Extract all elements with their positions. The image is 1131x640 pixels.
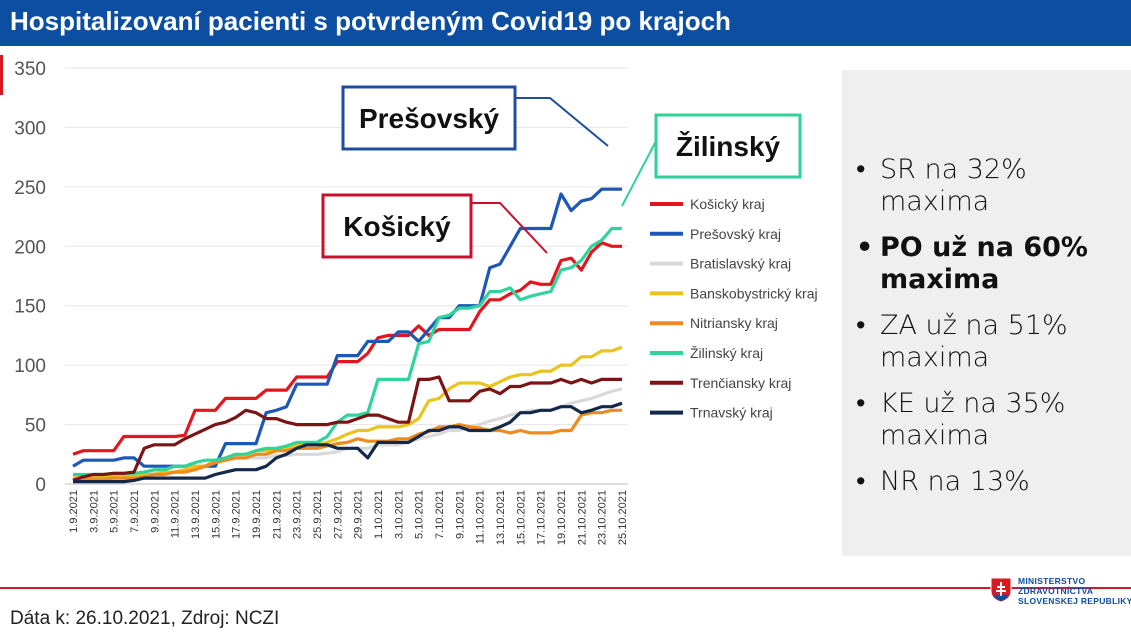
x-tick-label: 11.10.2021 [475,490,487,544]
x-tick-label: 9.10.2021 [454,490,466,539]
summary-bullet: •PO už na 60% maxima [856,232,1126,296]
x-tick-label: 15.9.2021 [210,490,222,539]
x-tick-label: 19.9.2021 [251,490,263,539]
y-tick-label: 250 [14,178,46,199]
x-tick-label: 1.9.2021 [68,490,80,533]
callout-leader [622,141,656,206]
x-tick-label: 11.9.2021 [170,490,182,538]
summary-bullet: • NR na 13% [856,466,1126,498]
x-tick-label: 19.10.2021 [556,490,568,545]
x-tick-label: 21.10.2021 [576,490,588,545]
x-tick-label: 15.10.2021 [515,490,527,545]
x-tick-label: 7.9.2021 [129,490,141,533]
summary-bullet: • KE už na 35% maxima [856,388,1126,452]
callout-label: Prešovský [359,103,500,134]
x-tick-label: 17.9.2021 [231,490,243,539]
x-tick-label: 3.10.2021 [393,490,405,539]
x-tick-label: 7.10.2021 [434,490,446,539]
page-title: Hospitalizovaní pacienti s potvrdeným Co… [10,6,731,37]
series-line [73,347,622,478]
legend-label: Trnavský kraj [690,405,773,421]
x-tick-label: 13.10.2021 [495,490,507,545]
x-tick-label: 23.9.2021 [292,490,304,539]
x-tick-label: 5.10.2021 [414,490,426,539]
y-tick-label: 0 [35,475,46,496]
logo-line-3: SLOVENSKEJ REPUBLIKY [1018,596,1131,606]
x-tick-label: 25.10.2021 [617,490,629,545]
footer-divider [0,587,1131,589]
callout-label: Košický [343,211,451,242]
callout-leader [515,98,608,146]
x-tick-label: 25.9.2021 [312,490,324,539]
bullet-text: ZA už na 51% maxima [880,310,1068,373]
legend-label: Trenčiansky kraj [690,375,791,391]
bullet-text: SR na 32% maxima [880,154,1027,217]
coat-of-arms-icon [990,577,1012,603]
x-tick-label: 1.10.2021 [373,490,385,539]
logo-line-1: MINISTERSTVO [1018,576,1131,586]
y-tick-label: 50 [25,416,46,437]
bullet-text: KE už na 35% maxima [880,388,1065,451]
summary-bullet: • SR na 32% maxima [856,154,1126,218]
bullet-text: NR na 13% [880,466,1030,497]
summary-bullet: • ZA už na 51% maxima [856,310,1126,374]
x-tick-label: 17.10.2021 [536,490,548,545]
bullet-icon: • [856,388,865,420]
x-tick-label: 9.9.2021 [149,490,161,533]
bullet-icon: • [856,466,865,498]
legend-label: Košický kraj [690,196,765,212]
x-tick-label: 29.9.2021 [353,490,365,539]
summary-list: •SR na 32% maxima•PO už na 60% maxima•ZA… [856,154,1126,512]
summary-panel: •SR na 32% maxima•PO už na 60% maxima•ZA… [842,70,1131,556]
legend-label: Prešovský kraj [690,226,781,242]
legend-label: Žilinský kraj [690,345,763,361]
footer-source: Dáta k: 26.10.2021, Zdroj: NCZI [10,608,279,630]
y-tick-label: 150 [14,297,46,318]
x-tick-label: 27.9.2021 [332,490,344,539]
y-tick-label: 200 [14,237,46,258]
logo-line-2: ZDRAVOTNÍCTVA [1018,586,1131,596]
legend-label: Banskobystrický kraj [690,285,818,301]
legend-label: Nitriansky kraj [690,315,778,331]
x-tick-label: 21.9.2021 [271,490,283,539]
bullet-icon: • [856,232,873,264]
bullet-icon: • [856,310,865,342]
bullet-text: PO už na 60% maxima [880,232,1088,295]
line-chart: 0 50 100 150 200 250 300 350 1.9.2021 3.9.2021 5.9… [0,46,842,586]
y-tick-label: 100 [14,356,46,377]
legend-label: Bratislavský kraj [690,256,791,272]
title-bar: Hospitalizovaní pacienti s potvrdeným Co… [0,0,1131,46]
x-tick-label: 13.9.2021 [190,490,202,539]
bullet-icon: • [856,154,865,186]
y-tick-label: 300 [14,118,46,139]
x-tick-label: 23.10.2021 [597,490,609,545]
ministry-logo: MINISTERSTVO ZDRAVOTNÍCTVA SLOVENSKEJ RE… [990,575,1130,613]
x-tick-label: 3.9.2021 [88,490,100,533]
y-tick-label: 350 [14,59,46,80]
x-tick-label: 5.9.2021 [109,490,121,533]
callout-label: Žilinský [676,131,781,162]
